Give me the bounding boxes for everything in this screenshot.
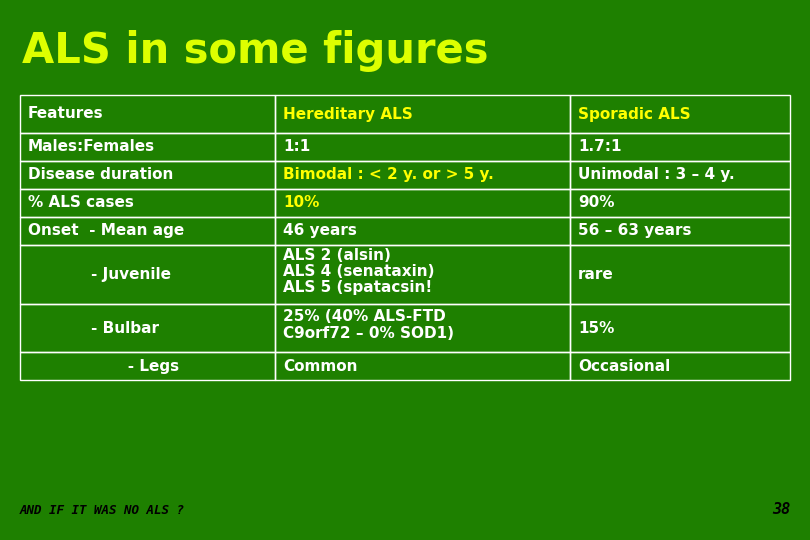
Bar	[570, 352, 790, 380]
Text: 15%: 15%	[578, 321, 614, 336]
Bar	[570, 133, 790, 161]
Text: - Juvenile: - Juvenile	[28, 267, 171, 282]
Text: Sporadic ALS: Sporadic ALS	[578, 106, 691, 122]
Text: 56 – 63 years: 56 – 63 years	[578, 223, 692, 238]
Bar	[20, 245, 275, 305]
Bar	[20, 161, 275, 189]
Text: Disease duration: Disease duration	[28, 167, 173, 183]
Text: rare: rare	[578, 267, 614, 282]
Bar	[275, 305, 570, 352]
Text: Bimodal : < 2 y. or > 5 y.: Bimodal : < 2 y. or > 5 y.	[283, 167, 494, 183]
Bar	[570, 95, 790, 133]
Text: Occasional: Occasional	[578, 359, 670, 374]
Text: Males:Females: Males:Females	[28, 139, 156, 154]
Bar	[570, 217, 790, 245]
Bar	[20, 95, 275, 133]
Bar	[275, 95, 570, 133]
Text: ALS in some figures: ALS in some figures	[22, 30, 488, 72]
Text: 25% (40% ALS-FTD: 25% (40% ALS-FTD	[283, 309, 446, 324]
Text: ALS 4 (senataxin): ALS 4 (senataxin)	[283, 264, 434, 279]
Text: ALS 2 (alsin): ALS 2 (alsin)	[283, 248, 391, 263]
Bar	[275, 161, 570, 189]
Text: - Bulbar: - Bulbar	[28, 321, 159, 336]
Bar	[275, 217, 570, 245]
Bar	[275, 352, 570, 380]
Bar	[570, 189, 790, 217]
Text: 1:1: 1:1	[283, 139, 310, 154]
Bar	[20, 352, 275, 380]
Text: Common: Common	[283, 359, 357, 374]
Text: ALS 5 (spatacsin!: ALS 5 (spatacsin!	[283, 280, 433, 294]
Text: - Legs: - Legs	[28, 359, 179, 374]
Text: Hereditary ALS: Hereditary ALS	[283, 106, 413, 122]
Bar	[20, 217, 275, 245]
Text: 10%: 10%	[283, 195, 319, 210]
Bar	[570, 305, 790, 352]
Text: % ALS cases: % ALS cases	[28, 195, 134, 210]
Text: 1.7:1: 1.7:1	[578, 139, 621, 154]
Bar	[275, 189, 570, 217]
Bar	[20, 305, 275, 352]
Text: Onset  - Mean age: Onset - Mean age	[28, 223, 184, 238]
Text: 46 years: 46 years	[283, 223, 357, 238]
Text: 38: 38	[772, 503, 790, 517]
Text: C9orf72 – 0% SOD1): C9orf72 – 0% SOD1)	[283, 326, 454, 341]
Text: Unimodal : 3 – 4 y.: Unimodal : 3 – 4 y.	[578, 167, 735, 183]
Bar	[275, 245, 570, 305]
Bar	[20, 189, 275, 217]
Bar	[20, 133, 275, 161]
Bar	[275, 133, 570, 161]
Bar	[570, 161, 790, 189]
Text: AND IF IT WAS NO ALS ?: AND IF IT WAS NO ALS ?	[20, 503, 185, 516]
Text: 90%: 90%	[578, 195, 615, 210]
Bar	[570, 245, 790, 305]
Text: Features: Features	[28, 106, 104, 122]
